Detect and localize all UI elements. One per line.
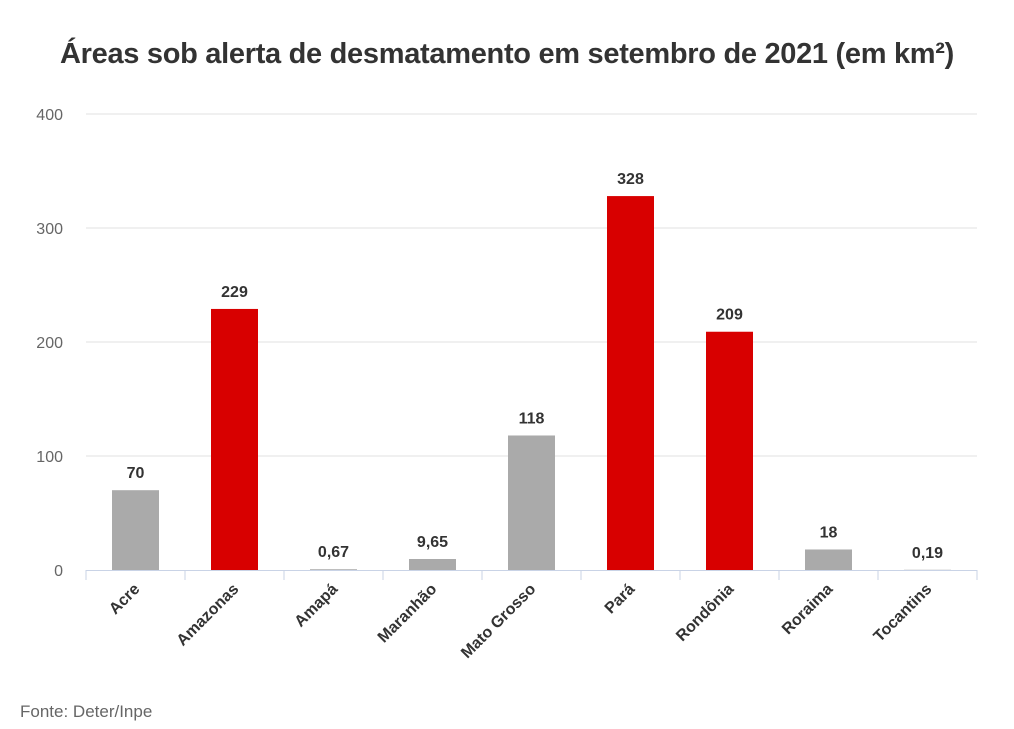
bar-maranhão <box>409 558 456 570</box>
bars <box>112 196 951 570</box>
y-tick-label: 0 <box>54 563 63 580</box>
bar-mato-grosso <box>508 435 555 570</box>
y-tick-label: 300 <box>36 221 63 238</box>
data-labels: 70 229 0,67 9,65 118 328 209 18 0,19 <box>127 171 944 562</box>
chart-title: Áreas sob alerta de desmatamento em sete… <box>60 38 954 70</box>
y-axis: 0 100 200 300 400 <box>36 107 63 580</box>
data-label: 0,19 <box>912 545 943 562</box>
bar-amapá <box>310 569 357 570</box>
bar-roraima <box>805 549 852 570</box>
bar-rondônia <box>706 331 753 570</box>
data-label: 229 <box>221 284 248 301</box>
data-label: 0,67 <box>318 544 349 561</box>
data-label: 70 <box>127 465 145 482</box>
x-tick-label: Acre <box>106 581 143 618</box>
bar-acre <box>112 490 159 570</box>
x-tick-label: Rondônia <box>673 581 737 645</box>
x-axis: Acre Amazonas Amapá Maranhão Mato Grosso Pará… <box>85 570 978 662</box>
y-tick-label: 400 <box>36 107 63 124</box>
y-tick-label: 100 <box>36 449 63 466</box>
bar-pará <box>607 196 654 570</box>
y-tick-label: 200 <box>36 335 63 352</box>
bar-amazonas <box>211 308 258 570</box>
data-label: 18 <box>820 524 838 541</box>
x-tick-label: Amazonas <box>174 581 243 650</box>
x-tick-label: Maranhão <box>375 581 441 647</box>
data-label: 9,65 <box>417 534 448 551</box>
data-label: 118 <box>519 410 545 427</box>
x-tick-label: Pará <box>602 581 639 618</box>
x-tick-label: Tocantins <box>871 581 936 646</box>
data-label: 328 <box>617 171 644 188</box>
data-label: 209 <box>716 307 743 324</box>
x-tick-label: Mato Grosso <box>458 581 539 662</box>
x-tick-label: Roraima <box>779 581 836 638</box>
x-tick-label: Amapá <box>292 581 342 631</box>
source-note: Fonte: Deter/Inpe <box>20 702 153 721</box>
